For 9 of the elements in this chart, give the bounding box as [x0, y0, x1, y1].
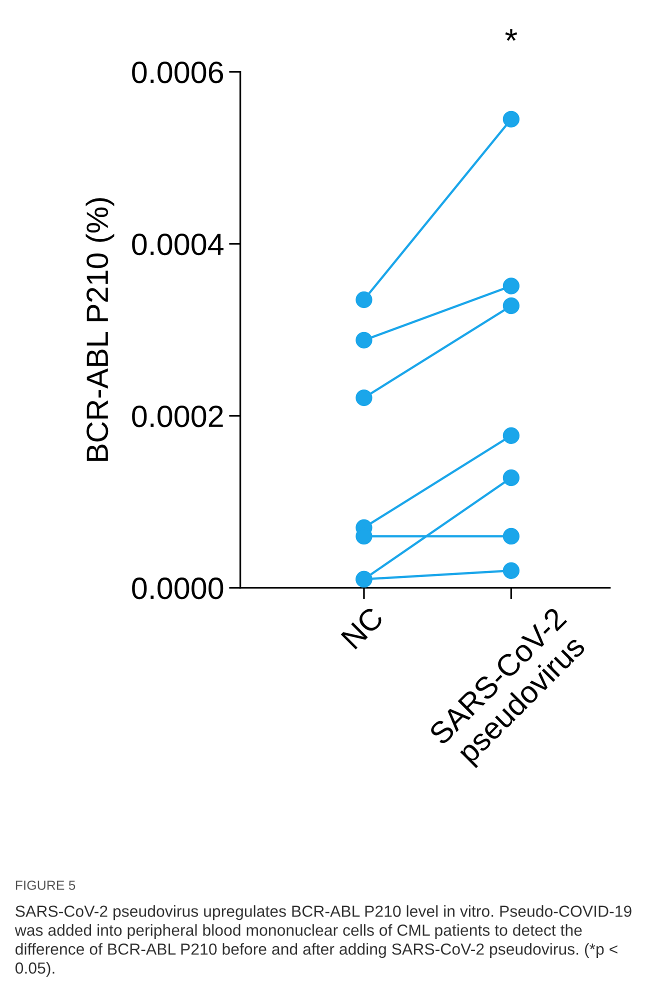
- y-tick-label: 0.0000: [132, 578, 224, 600]
- y-tick-label: 0.0002: [132, 406, 223, 428]
- x-tick-label: NC: [340, 606, 385, 650]
- caption: FIGURE 5: [16, 880, 76, 890]
- y-tick-label: 0.0004: [132, 234, 224, 256]
- text: SARS-CoV-2 pseudovirus upregulates BCR-ABL P210 level in vitro. Pseudo-COVID-19 was added into peripheral blood mononuclear cells of CML patients to detect the difference of BCR-ABL P210 before and after adding SARS-CoV-2 pseudovirus. (*p < 0.05).: [14, 905, 632, 977]
- text: *: [505, 29, 518, 41]
- y-axis-title: BCR-ABL P210 (%): [86, 198, 114, 461]
- y-tick-label: 0.0006: [132, 62, 224, 84]
